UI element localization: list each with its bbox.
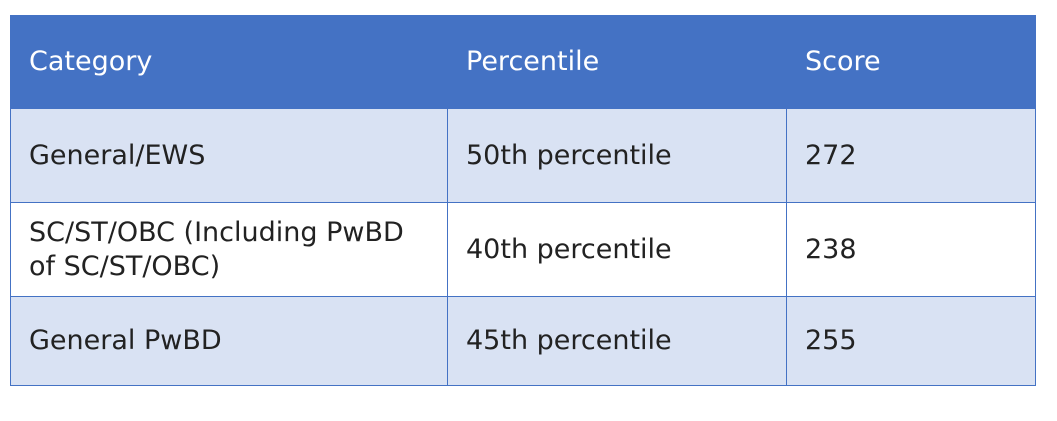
header-cell: Category bbox=[10, 15, 448, 109]
table-body: General/EWS 50th percentile 272 SC/ST/OBC (… bbox=[10, 108, 1036, 386]
table-row: General/EWS 50th percentile 272 bbox=[10, 108, 1036, 203]
table-cell: 255 bbox=[786, 296, 1036, 386]
score-table: Category Percentile Score General/EWS 50th … bbox=[10, 15, 1036, 386]
header-row: Category Percentile Score bbox=[10, 15, 1036, 109]
table-cell: 238 bbox=[786, 202, 1036, 297]
table-cell: General PwBD bbox=[10, 296, 448, 386]
table-cell: 40th percentile bbox=[447, 202, 787, 297]
table-cell: General/EWS bbox=[10, 108, 448, 203]
table-header: Category Percentile Score bbox=[10, 15, 1036, 109]
table-cell: 50th percentile bbox=[447, 108, 787, 203]
table-cell: SC/ST/OBC (Including PwBD of SC/ST/OBC) bbox=[10, 202, 448, 297]
table-row: General PwBD 45th percentile 255 bbox=[10, 296, 1036, 386]
table-row: SC/ST/OBC (Including PwBD of SC/ST/OBC) 4… bbox=[10, 202, 1036, 297]
table-cell: 272 bbox=[786, 108, 1036, 203]
table-cell: 45th percentile bbox=[447, 296, 787, 386]
header-cell: Percentile bbox=[447, 15, 787, 109]
header-cell: Score bbox=[786, 15, 1036, 109]
